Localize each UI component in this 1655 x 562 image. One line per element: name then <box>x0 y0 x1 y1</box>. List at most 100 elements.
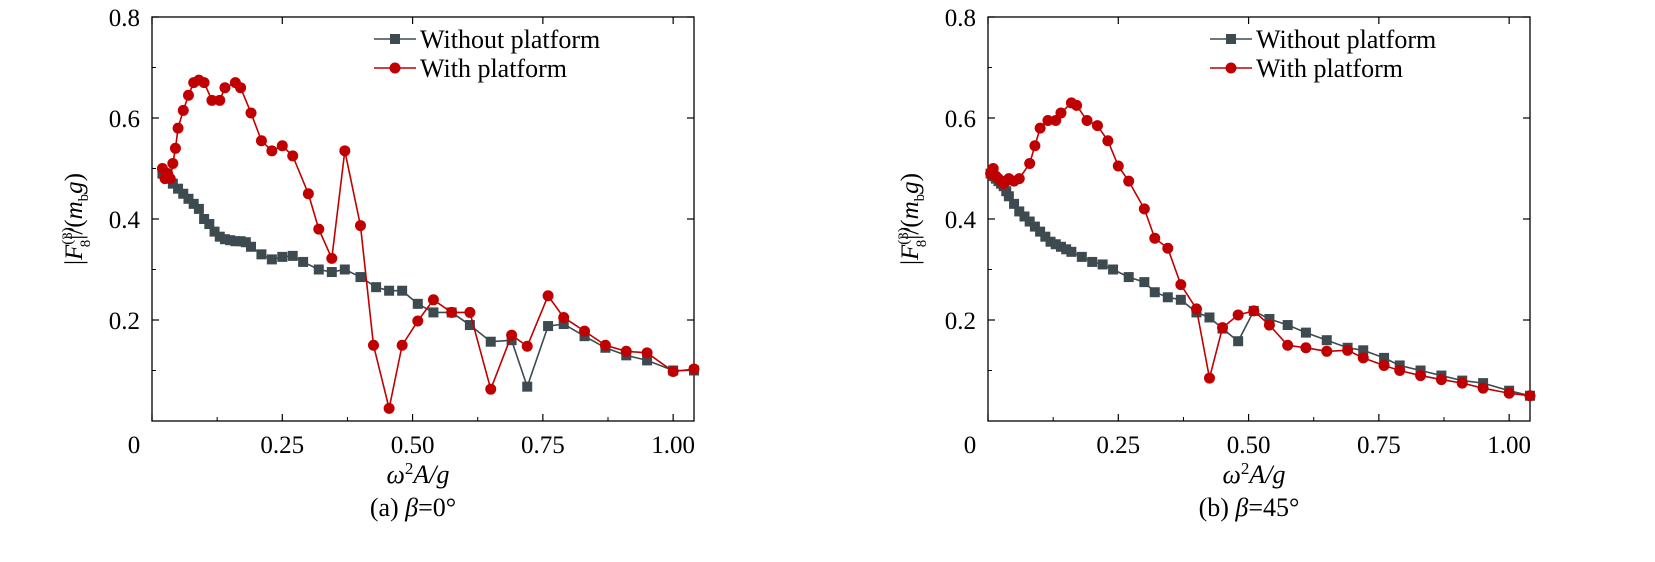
data-point-circle <box>464 306 476 318</box>
x-tick-label: 1.00 <box>1487 432 1531 459</box>
data-point-circle <box>1263 319 1275 331</box>
data-point-square <box>246 241 257 252</box>
legend-marker <box>389 62 401 74</box>
data-point-circle <box>1029 140 1041 152</box>
series-line <box>161 172 694 390</box>
legend-marker <box>1225 62 1237 74</box>
x-tick-label: 0.25 <box>260 432 304 459</box>
data-point-square <box>298 256 309 267</box>
data-point-square <box>1233 336 1244 347</box>
data-point-square <box>167 178 178 189</box>
data-point-square <box>1066 246 1077 257</box>
data-point-circle <box>287 150 299 162</box>
data-point-circle <box>1091 120 1103 132</box>
data-point-square <box>235 236 246 247</box>
data-point-square <box>209 226 220 237</box>
data-point-square <box>1204 312 1215 323</box>
series-with-platform <box>156 74 700 414</box>
data-point-circle <box>1456 377 1468 389</box>
data-point-circle <box>313 223 325 235</box>
series-with-platform <box>985 97 1536 402</box>
data-point-square <box>1300 327 1311 338</box>
y-tick-label: 0.8 <box>109 5 140 32</box>
data-point-square <box>219 234 230 245</box>
data-point-circle <box>1071 99 1083 111</box>
data-point-circle <box>427 294 439 306</box>
data-point-circle <box>1435 374 1447 386</box>
data-point-circle <box>667 366 679 378</box>
legend-marker <box>390 34 400 44</box>
data-point-square <box>214 231 225 242</box>
data-point-circle <box>1112 160 1124 172</box>
data-point-square <box>1055 241 1066 252</box>
data-point-circle <box>1024 157 1036 169</box>
data-point-circle <box>396 339 408 351</box>
data-point-circle <box>1149 232 1161 244</box>
series-line <box>990 172 1531 397</box>
data-point-circle <box>1055 107 1067 119</box>
data-point-circle <box>1321 345 1333 357</box>
data-point-circle <box>219 82 231 94</box>
chart-panel-b: 0 0.25 0.50 0.75 1.00 0.2 0.4 0.6 0.8 ω2A/g |F(3) 8… <box>896 5 1536 522</box>
legend-marker <box>1226 34 1236 44</box>
data-point-circle <box>177 104 189 116</box>
data-point-square <box>277 251 288 262</box>
data-point-circle <box>1217 322 1229 334</box>
data-point-square <box>173 183 184 194</box>
data-point-circle <box>1138 203 1150 215</box>
series-without-platform <box>157 168 699 392</box>
x-tick-label: 1.00 <box>651 432 695 459</box>
data-point-square <box>1282 320 1293 331</box>
data-point-square <box>193 203 204 214</box>
data-point-square <box>1040 231 1051 242</box>
data-point-circle <box>1300 342 1312 354</box>
x-tick-label: 0.50 <box>391 432 435 459</box>
x-tick-label: 0.75 <box>1357 432 1401 459</box>
y-axis-label: |F(3) 8|/(mbg) <box>60 173 94 265</box>
data-point-square <box>1029 221 1040 232</box>
data-point-circle <box>1162 242 1174 254</box>
data-point-square <box>1321 335 1332 346</box>
data-point-square <box>1358 345 1369 356</box>
data-point-square <box>339 264 350 275</box>
chart-panel-a: 0 0.25 0.50 0.75 1.00 0.2 0.4 0.6 0.8 ω2A/g |F(3) 8… <box>60 5 700 522</box>
data-point-square <box>1087 256 1098 267</box>
data-point-circle <box>1357 352 1369 364</box>
data-point-square <box>464 320 475 331</box>
data-point-square <box>1035 226 1046 237</box>
x-tick-label: 0 <box>128 432 141 459</box>
data-point-circle <box>182 89 194 101</box>
data-point-circle <box>367 339 379 351</box>
legend-label: Without platform <box>420 25 600 54</box>
data-point-square <box>412 298 423 309</box>
legend-item: With platform <box>374 54 567 83</box>
legend-label: With platform <box>420 54 567 83</box>
y-axis-label: |F(3) 8|/(mbg) <box>896 173 930 265</box>
x-tick-label: 0.25 <box>1096 432 1140 459</box>
data-point-square <box>1076 251 1087 262</box>
panel-caption: (a) β=0° <box>370 493 456 522</box>
data-point-circle <box>235 82 247 94</box>
panel-caption: (b) β=45° <box>1199 493 1300 522</box>
data-point-circle <box>688 363 700 375</box>
data-point-square <box>1045 236 1056 247</box>
data-point-circle <box>164 173 176 185</box>
data-point-circle <box>1524 390 1536 402</box>
data-point-circle <box>206 94 218 106</box>
data-point-circle <box>255 135 267 147</box>
data-point-square <box>230 236 241 247</box>
data-point-circle <box>354 220 366 232</box>
y-tick-label: 0.2 <box>945 308 976 335</box>
data-point-square <box>256 249 267 260</box>
data-point-circle <box>172 122 184 134</box>
data-point-circle <box>1248 305 1260 317</box>
data-point-square <box>1061 244 1072 255</box>
data-point-square <box>1097 259 1108 270</box>
data-point-square <box>1050 239 1061 250</box>
data-point-circle <box>1282 339 1294 351</box>
data-point-circle <box>276 140 288 152</box>
data-point-circle <box>620 345 632 357</box>
data-point-square <box>1162 292 1173 303</box>
data-point-square <box>199 214 210 224</box>
